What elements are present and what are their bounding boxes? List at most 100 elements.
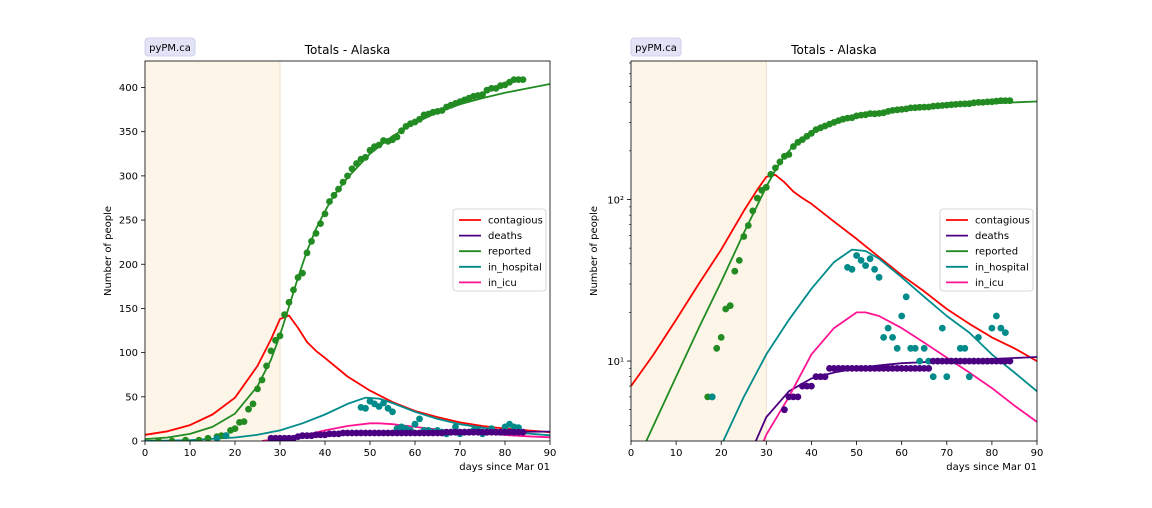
legend: contagious deaths reported in_hospital in_ic… bbox=[452, 208, 547, 292]
series-line-in_hospital bbox=[145, 396, 550, 441]
data-point-in_hospital bbox=[938, 324, 946, 332]
data-point-reported bbox=[276, 332, 284, 340]
data-point-reported bbox=[272, 336, 279, 344]
data-point-reported bbox=[344, 172, 351, 180]
data-point-in_hospital bbox=[222, 432, 230, 440]
x-tick-label: 80 bbox=[986, 448, 999, 459]
data-point-in_hospital bbox=[380, 399, 387, 407]
data-point-reported bbox=[182, 436, 189, 441]
data-point-in_hospital bbox=[416, 415, 423, 423]
legend-entry-in_hospital: in_hospital bbox=[975, 262, 1029, 273]
series-line-contagious bbox=[631, 174, 1037, 387]
data-point-reported bbox=[776, 158, 784, 166]
x-tick-label: 30 bbox=[274, 448, 287, 459]
data-point-reported bbox=[375, 141, 383, 149]
axes-frame bbox=[630, 60, 1038, 442]
x-axis-label: days since Mar 01 bbox=[459, 462, 550, 473]
data-point-reported bbox=[416, 115, 423, 123]
x-tick-label: 90 bbox=[1031, 448, 1044, 459]
x-tick-label: 60 bbox=[409, 448, 422, 459]
data-point-in_hospital bbox=[362, 404, 369, 412]
data-point-reported bbox=[335, 185, 342, 193]
legend-entry-contagious: contagious bbox=[488, 216, 543, 227]
data-point-reported bbox=[339, 178, 347, 186]
data-point-in_hospital bbox=[1002, 329, 1009, 336]
x-tick-label: 40 bbox=[805, 448, 818, 459]
data-point-in_hospital bbox=[880, 334, 887, 341]
x-tick-label: 90 bbox=[544, 448, 557, 459]
data-point-reported bbox=[231, 425, 239, 432]
legend-entry-in_icu: in_icu bbox=[975, 278, 1004, 289]
x-tick-label: 60 bbox=[895, 448, 908, 459]
x-tick-label: 50 bbox=[850, 448, 863, 459]
legend-entry-in_hospital: in_hospital bbox=[488, 262, 542, 273]
data-point-in_hospital bbox=[929, 373, 937, 381]
y-tick-label: 0 bbox=[132, 437, 138, 448]
data-point-in_hospital bbox=[866, 255, 874, 263]
data-point-reported bbox=[245, 405, 252, 413]
shaded-region bbox=[145, 61, 280, 441]
y-tick-label: 300 bbox=[119, 171, 138, 182]
x-tick-label: 20 bbox=[715, 448, 728, 459]
legend-entry-reported: reported bbox=[975, 247, 1018, 258]
data-point-reported bbox=[258, 376, 266, 384]
data-point-deaths bbox=[821, 373, 829, 381]
data-point-reported bbox=[303, 249, 311, 257]
data-point-deaths bbox=[781, 406, 788, 414]
y-axis-label: Number of people bbox=[103, 206, 114, 296]
data-point-reported bbox=[254, 385, 261, 393]
legend-entry-in_icu: in_icu bbox=[488, 278, 517, 289]
data-point-reported bbox=[299, 269, 306, 277]
data-point-reported bbox=[348, 165, 356, 173]
y-tick-label: 250 bbox=[119, 216, 138, 227]
y-tick-label: 150 bbox=[119, 304, 138, 315]
legend-entry-reported: reported bbox=[488, 247, 531, 258]
series-line-deaths bbox=[754, 356, 1037, 441]
x-tick-label: 40 bbox=[319, 448, 332, 459]
data-point-in_hospital bbox=[875, 273, 883, 281]
legend-entry-deaths: deaths bbox=[488, 231, 522, 242]
data-point-reported bbox=[753, 194, 761, 202]
data-point-reported bbox=[195, 436, 203, 441]
data-point-deaths bbox=[925, 365, 933, 372]
legend-box bbox=[939, 208, 1034, 292]
y-tick-label: 350 bbox=[119, 127, 138, 138]
data-point-reported bbox=[740, 233, 748, 240]
series-line-in_hospital bbox=[722, 248, 1037, 441]
data-point-deaths bbox=[794, 393, 802, 401]
data-point-in_hospital bbox=[884, 324, 892, 332]
x-tick-label: 0 bbox=[628, 448, 634, 459]
data-point-in_hospital bbox=[213, 434, 221, 441]
data-point-reported bbox=[312, 229, 320, 237]
data-point-in_hospital bbox=[862, 262, 869, 269]
data-point-reported bbox=[726, 302, 734, 310]
legend-entry-deaths: deaths bbox=[975, 231, 1009, 242]
data-point-reported bbox=[785, 151, 793, 158]
data-point-reported bbox=[519, 76, 527, 83]
y-tick-label: 50 bbox=[125, 392, 138, 403]
data-point-reported bbox=[204, 434, 212, 441]
x-tick-label: 70 bbox=[940, 448, 953, 459]
data-point-reported bbox=[294, 274, 302, 281]
data-point-reported bbox=[330, 191, 338, 199]
data-point-in_hospital bbox=[708, 393, 716, 401]
data-point-reported bbox=[398, 127, 405, 135]
data-point-deaths bbox=[519, 428, 527, 436]
x-axis-label: days since Mar 01 bbox=[946, 462, 1037, 473]
data-point-in_hospital bbox=[993, 312, 1000, 320]
data-point-in_hospital bbox=[848, 265, 856, 273]
y-tick-label: 400 bbox=[119, 83, 138, 94]
data-point-reported bbox=[744, 222, 752, 229]
data-point-in_hospital bbox=[871, 265, 878, 273]
legend-box bbox=[452, 208, 547, 292]
data-point-reported bbox=[749, 207, 757, 215]
data-point-reported bbox=[308, 237, 315, 245]
x-tick-label: 30 bbox=[760, 448, 773, 459]
series-line-contagious bbox=[145, 314, 550, 436]
x-tick-label: 0 bbox=[142, 448, 148, 459]
data-point-in_hospital bbox=[853, 252, 860, 259]
x-tick-label: 10 bbox=[184, 448, 197, 459]
series-line-in_icu bbox=[762, 311, 1037, 441]
data-point-in_hospital bbox=[988, 324, 996, 332]
data-point-reported bbox=[717, 334, 725, 341]
